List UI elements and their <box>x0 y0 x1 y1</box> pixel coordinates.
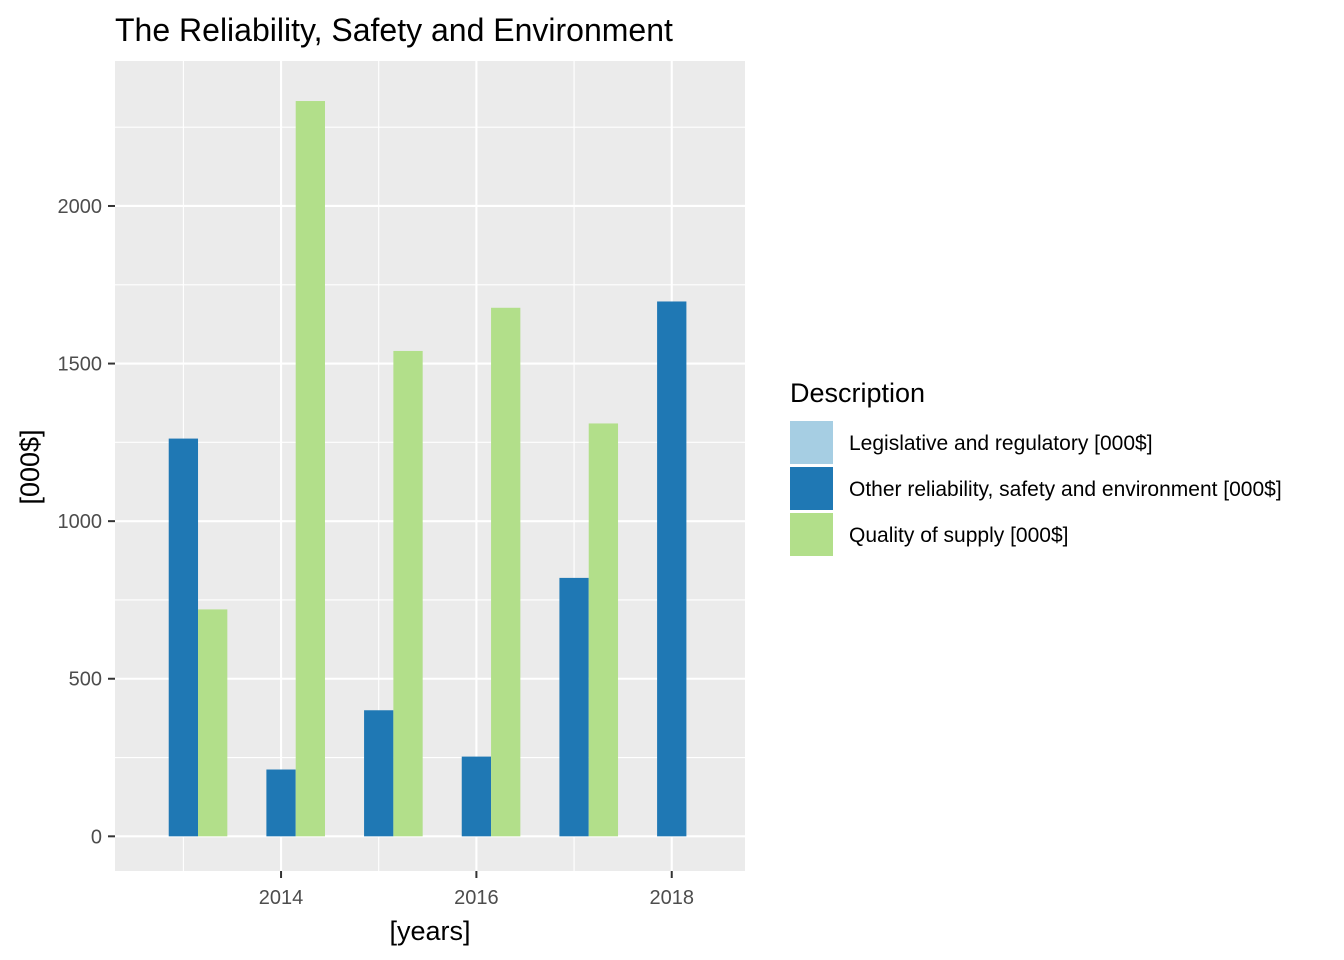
y-tick-label: 500 <box>69 669 102 691</box>
bar <box>393 350 423 837</box>
bar <box>295 101 325 837</box>
bars <box>168 101 687 837</box>
legend-swatch <box>790 513 833 556</box>
x-tick-label: 2014 <box>259 887 304 909</box>
legend: Description Legislative and regulatory [… <box>790 378 1282 556</box>
bar <box>657 301 687 837</box>
chart-title: The Reliability, Safety and Environment <box>115 12 673 48</box>
legend-label: Legislative and regulatory [000$] <box>849 432 1153 455</box>
bar <box>364 710 394 837</box>
bar <box>588 423 619 837</box>
y-tick-label: 0 <box>91 826 102 848</box>
bar <box>198 609 228 837</box>
x-axis: 2014 2016 2018 <box>259 871 694 909</box>
legend-title: Description <box>790 378 925 408</box>
y-axis-title: [000$] <box>15 429 45 504</box>
bar <box>461 756 492 837</box>
legend-label: Quality of supply [000$] <box>849 524 1068 547</box>
y-tick-label: 2000 <box>58 196 103 218</box>
bar <box>168 438 199 837</box>
y-axis: 0 500 1000 1500 2000 <box>58 196 115 848</box>
bar <box>491 307 521 837</box>
bar <box>559 577 589 837</box>
x-tick-label: 2016 <box>454 887 499 909</box>
y-tick-label: 1000 <box>58 511 103 533</box>
x-axis-title: [years] <box>389 916 470 946</box>
legend-swatch <box>790 467 833 510</box>
x-tick-label: 2018 <box>649 887 694 909</box>
bar <box>266 769 296 837</box>
y-tick-label: 1500 <box>58 354 103 376</box>
legend-swatch <box>790 421 833 464</box>
legend-label: Other reliability, safety and environmen… <box>849 478 1282 501</box>
